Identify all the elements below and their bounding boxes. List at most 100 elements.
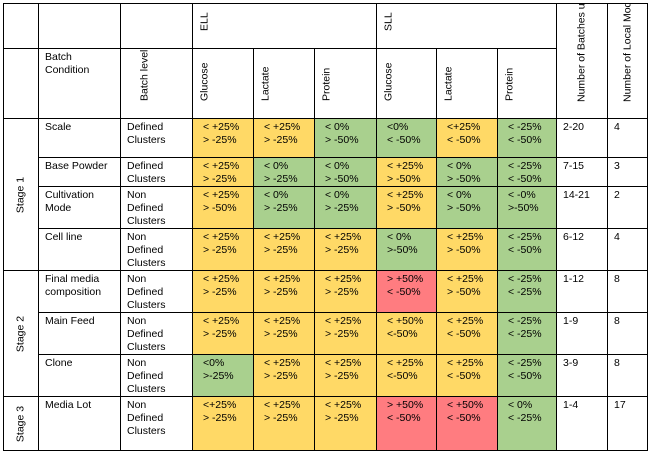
- num-models-header: Number of Local Models: [607, 3, 648, 119]
- threshold-cell: < +25% > -25%: [253, 354, 315, 397]
- threshold-cell: < +25% > -25%: [192, 312, 254, 355]
- num-models-cell: 8: [607, 354, 648, 397]
- table-row: Clone Non Defined Clusters <0% >-25% < +25%…: [4, 354, 648, 397]
- protein-label: Protein: [503, 67, 516, 101]
- num-batches-cell: 1-4: [556, 396, 608, 451]
- batch-condition-header: Batch Condition: [38, 48, 121, 119]
- num-batches-cell: 1-12: [556, 270, 608, 313]
- threshold-cell: < +50% <-50%: [376, 312, 437, 355]
- threshold-cell: < +25% > -25%: [314, 312, 377, 355]
- threshold-cell: < +25% > -25%: [253, 118, 315, 158]
- num-models-cell: 8: [607, 312, 648, 355]
- batch-condition-cell: Cell line: [38, 228, 121, 271]
- ell-protein-header: Protein: [314, 48, 377, 119]
- ell-lactate-header: Lactate: [253, 48, 315, 119]
- glucose-label: Glucose: [382, 62, 395, 101]
- threshold-cell: < -25% < -50%: [497, 157, 557, 187]
- threshold-cell: < +25% > -25%: [253, 396, 315, 451]
- num-models-cell: 3: [607, 157, 648, 187]
- batch-condition-cell: Clone: [38, 354, 121, 397]
- table-row: Base Powder Defined Clusters < +25% > -25%…: [4, 157, 648, 187]
- threshold-cell: < +25% > -50%: [376, 186, 437, 229]
- batch-condition-cell: Scale: [38, 118, 121, 158]
- threshold-cell: <0% >-25%: [192, 354, 254, 397]
- threshold-cell: < +25% <-50%: [376, 354, 437, 397]
- threshold-cell: > +50% < -50%: [376, 270, 437, 313]
- empty-header-cell: [38, 3, 121, 49]
- table-row: Stage 3 Media Lot Non Defined Clusters <+25…: [3, 396, 648, 451]
- threshold-cell: > +50% < -50%: [376, 396, 437, 451]
- num-batches-cell: 1-9: [556, 312, 608, 355]
- threshold-cell: < +25% < -50%: [436, 354, 498, 397]
- threshold-cell: < -25% < -25%: [497, 312, 557, 355]
- table-row: Stage 2 Final media composition Non Define…: [3, 270, 648, 397]
- threshold-cell: < 0% < -25%: [497, 396, 557, 451]
- empty-header-cell: [3, 48, 39, 119]
- stage-label: Stage 2: [14, 315, 27, 352]
- batch-level-pca-cell: Non Defined Clusters: [120, 354, 193, 397]
- batch-level-pca-cell: Defined Clusters: [120, 157, 193, 187]
- num-batches-cell: 14-21: [556, 186, 608, 229]
- stage-cell: Stage 3: [3, 396, 39, 451]
- lactate-label: Lactate: [259, 66, 272, 101]
- num-models-cell: 4: [607, 228, 648, 271]
- threshold-cell: < +25% > -25%: [192, 270, 254, 313]
- sll-group-header: SLL: [376, 3, 557, 49]
- threshold-cell: < 0% >-50%: [376, 228, 437, 271]
- threshold-cell: < +25% < -50%: [436, 312, 498, 355]
- threshold-cell: <+25% < -50%: [436, 118, 498, 158]
- threshold-cell: < -25% < -50%: [497, 118, 557, 158]
- table-row: Stage 1 Scale Defined Clusters < +25% > -25…: [3, 118, 648, 271]
- num-models-cell: 4: [607, 118, 648, 158]
- threshold-cell: < -25% < -50%: [497, 354, 557, 397]
- num-batches-cell: 3-9: [556, 354, 608, 397]
- batch-condition-cell: Final media composition: [38, 270, 121, 313]
- threshold-cell: <0% < -50%: [376, 118, 437, 158]
- sll-glucose-header: Glucose: [376, 48, 437, 119]
- batch-level-pca-cell: Non Defined Clusters: [120, 228, 193, 271]
- threshold-cell: < 0% > -25%: [253, 157, 315, 187]
- num-models-label: Number of Local Models: [621, 3, 633, 103]
- threshold-cell: < -25% < -50%: [497, 228, 557, 271]
- threshold-cell: <+25% > -25%: [192, 396, 254, 451]
- threshold-cell: < +25% > -25%: [253, 228, 315, 271]
- batch-condition-cell: Base Powder: [38, 157, 121, 187]
- threshold-cell: < +25% > -50%: [192, 186, 254, 229]
- threshold-cell: < 0% > -50%: [314, 157, 377, 187]
- threshold-cell: < 0% > -25%: [314, 186, 377, 229]
- empty-header-cell: [120, 3, 193, 49]
- sll-protein-header: Protein: [497, 48, 557, 119]
- threshold-cell: < -25% < -25%: [497, 270, 557, 313]
- num-batches-cell: 2-20: [556, 118, 608, 158]
- table-row: Cultivation Mode Non Defined Clusters < +2…: [4, 186, 648, 229]
- batch-level-pca-header: Batch level PCA: [120, 48, 193, 119]
- header-row-columns: Batch Condition Batch level PCA Glucose …: [3, 48, 648, 119]
- threshold-cell: < +25% > -50%: [436, 228, 498, 271]
- stage-cell: Stage 2: [3, 270, 39, 397]
- num-batches-label: Number of Batches used for local models: [575, 3, 588, 103]
- stage-cell: Stage 1: [3, 118, 39, 271]
- sll-lactate-header: Lactate: [436, 48, 498, 119]
- batch-level-pca-cell: Non Defined Clusters: [120, 186, 193, 229]
- threshold-cell: < -0% >-50%: [497, 186, 557, 229]
- threshold-cell: < +25% > -25%: [314, 270, 377, 313]
- num-models-cell: 2: [607, 186, 648, 229]
- batch-condition-table: ELL SLL Number of Batches used for local…: [3, 3, 648, 451]
- stage-label: Stage 3: [14, 405, 27, 442]
- ell-label: ELL: [198, 12, 211, 31]
- sll-label: SLL: [382, 12, 395, 31]
- threshold-cell: < 0% > -50%: [314, 118, 377, 158]
- batch-level-pca-cell: Non Defined Clusters: [120, 312, 193, 355]
- threshold-cell: < 0% > -50%: [436, 186, 498, 229]
- stage-label: Stage 1: [14, 176, 27, 213]
- threshold-cell: < +25% > -25%: [253, 312, 315, 355]
- num-models-cell: 8: [607, 270, 648, 313]
- ell-group-header: ELL: [192, 3, 377, 49]
- header-row-groups: ELL SLL Number of Batches used for local…: [3, 3, 648, 119]
- threshold-cell: < +25% > -25%: [192, 228, 254, 271]
- num-batches-header: Number of Batches used for local models: [556, 3, 608, 119]
- batch-condition-cell: Cultivation Mode: [38, 186, 121, 229]
- threshold-cell: < +25% > -25%: [314, 396, 377, 451]
- num-models-cell: 17: [607, 396, 648, 451]
- ell-glucose-header: Glucose: [192, 48, 254, 119]
